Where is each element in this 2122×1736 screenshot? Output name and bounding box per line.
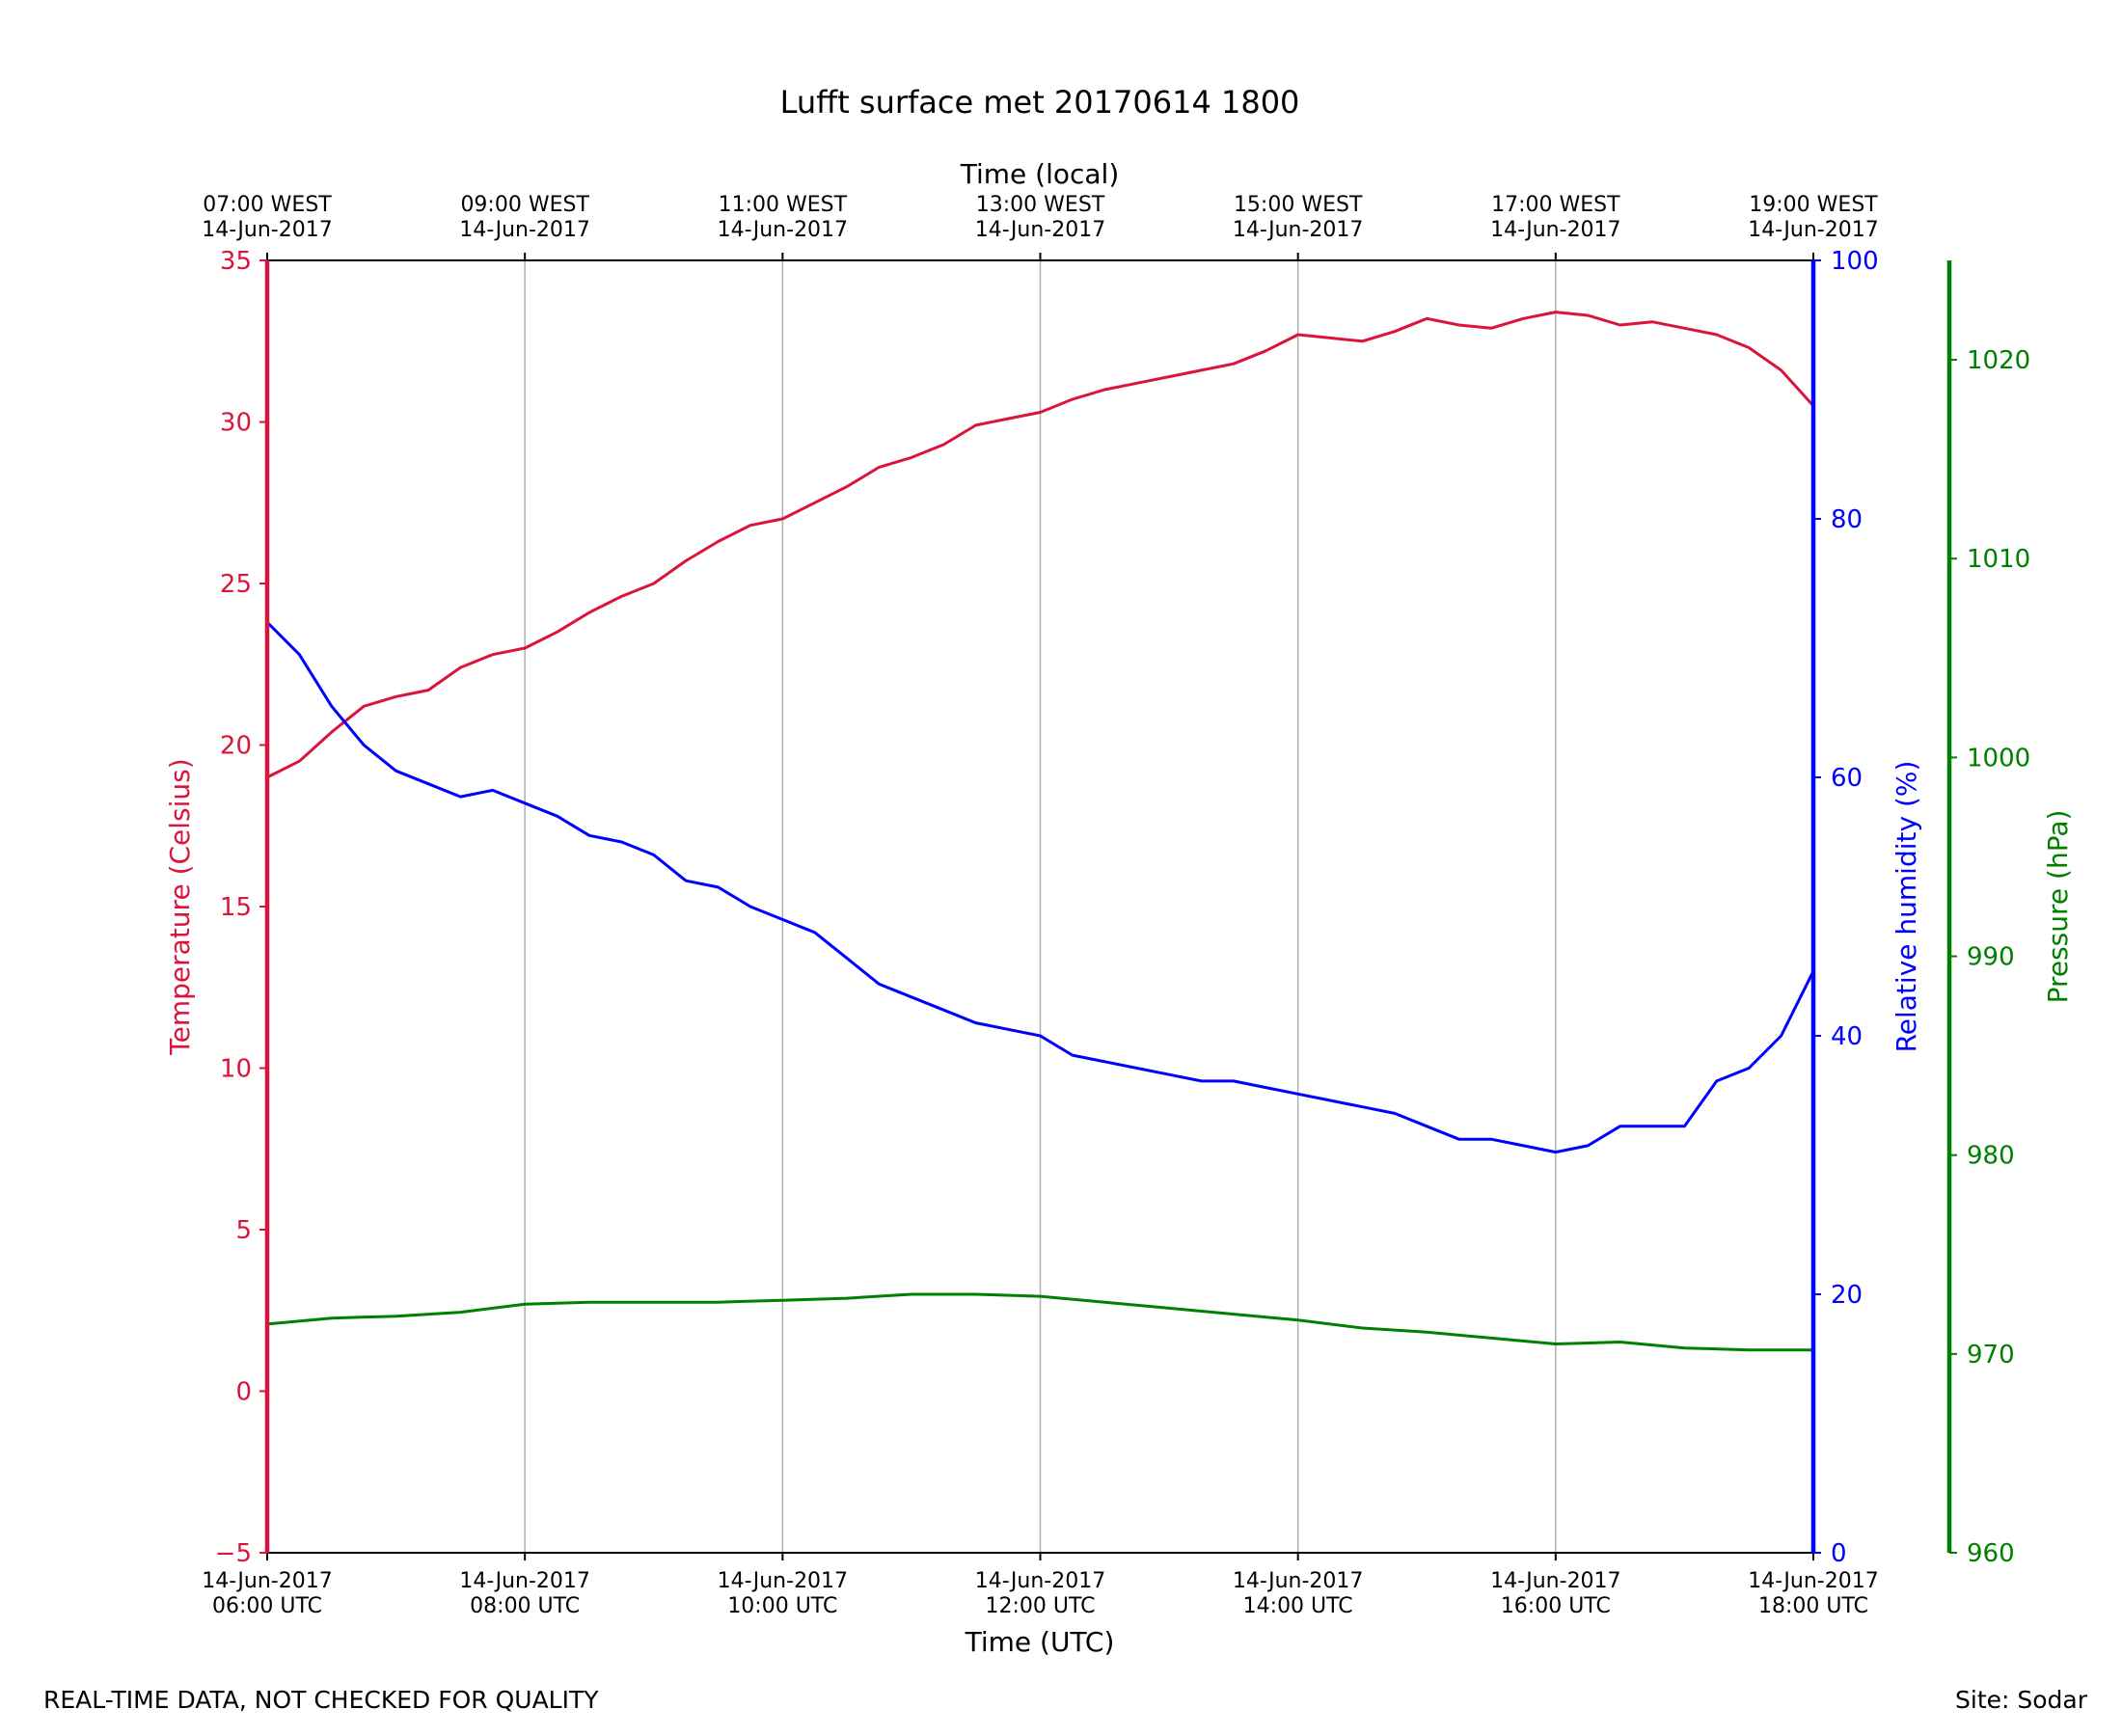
temperature-tick-label: 20 [220, 732, 252, 761]
humidity-tick-label: 0 [1831, 1539, 1847, 1568]
pressure-axis-label: Pressure (hPa) [2042, 810, 2074, 1004]
chart-title: Lufft surface met 20170614 1800 [780, 84, 1300, 121]
grid-lines [524, 260, 1557, 1553]
humidity-tick-label: 20 [1831, 1281, 1863, 1310]
x-tick-label: 14-Jun-2017 [459, 1569, 589, 1593]
data-quality-note: REAL-TIME DATA, NOT CHECKED FOR QUALITY [43, 1686, 599, 1714]
x-tick-label: 14:00 UTC [1243, 1594, 1353, 1618]
x2-tick-label: 14-Jun-2017 [1490, 218, 1620, 242]
humidity-tick-label: 60 [1831, 764, 1863, 793]
x2-tick-label: 09:00 WEST [460, 193, 589, 217]
humidity-tick-label: 100 [1831, 247, 1879, 276]
x2-tick-label: 14-Jun-2017 [975, 218, 1105, 242]
x2-tick-label: 14-Jun-2017 [718, 218, 848, 242]
pressure-tick-label: 990 [1967, 943, 2015, 972]
series-line-pressure [266, 1292, 1813, 1352]
x2-tick-label: 14-Jun-2017 [459, 218, 589, 242]
pressure-tick-label: 970 [1967, 1341, 2015, 1370]
temperature-tick-label: 25 [220, 570, 252, 599]
x-tick-label: 14-Jun-2017 [975, 1569, 1105, 1593]
x2-tick-label: 17:00 WEST [1491, 193, 1620, 217]
temperature-tick-label: 35 [220, 247, 252, 276]
pressure-tick-label: 1010 [1967, 545, 2030, 574]
x2-tick-label: 15:00 WEST [1234, 193, 1363, 217]
site-label: Site: Sodar [1955, 1686, 2087, 1714]
temperature-tick-label: 5 [235, 1216, 252, 1245]
pressure-tick-label: 1020 [1967, 346, 2030, 375]
temperature-axis-label: Temperature (Celsius) [164, 758, 196, 1055]
series-layer [265, 311, 1815, 1352]
x2-tick-label: 07:00 WEST [203, 193, 332, 217]
temperature-tick-label: 15 [220, 893, 252, 922]
x-tick-label: 14-Jun-2017 [202, 1569, 332, 1593]
x2-tick-label: 14-Jun-2017 [1748, 218, 1878, 242]
pressure-tick-label: 980 [1967, 1142, 2015, 1171]
x2-tick-label: 11:00 WEST [719, 193, 848, 217]
pressure-tick-label: 960 [1967, 1539, 2015, 1568]
humidity-axis-label: Relative humidity (%) [1891, 761, 1922, 1053]
x2-tick-label: 13:00 WEST [976, 193, 1105, 217]
x-tick-label: 08:00 UTC [470, 1594, 580, 1618]
series-line-humidity [265, 621, 1815, 1154]
x2-tick-label: 19:00 WEST [1749, 193, 1878, 217]
series-line-temperature [266, 311, 1815, 779]
x-tick-label: 16:00 UTC [1501, 1594, 1611, 1618]
x-tick-label: 12:00 UTC [985, 1594, 1095, 1618]
x-tick-label: 18:00 UTC [1758, 1594, 1868, 1618]
x-tick-label: 14-Jun-2017 [718, 1569, 848, 1593]
humidity-tick-label: 80 [1831, 505, 1863, 534]
temperature-tick-label: −5 [215, 1539, 252, 1568]
x2-tick-label: 14-Jun-2017 [202, 218, 332, 242]
x-tick-label: 06:00 UTC [212, 1594, 322, 1618]
pressure-tick-label: 1000 [1967, 744, 2030, 773]
temperature-tick-label: 10 [220, 1055, 252, 1084]
temperature-tick-label: 0 [235, 1378, 252, 1407]
x-tick-label: 14-Jun-2017 [1748, 1569, 1878, 1593]
humidity-tick-label: 40 [1831, 1022, 1863, 1051]
x-tick-label: 10:00 UTC [727, 1594, 837, 1618]
x-axis-top-label: Time (local) [960, 158, 1120, 190]
x-axis-label: Time (UTC) [965, 1626, 1115, 1658]
temperature-tick-label: 30 [220, 409, 252, 438]
x-tick-label: 14-Jun-2017 [1490, 1569, 1620, 1593]
x-tick-label: 14-Jun-2017 [1233, 1569, 1363, 1593]
x2-tick-label: 14-Jun-2017 [1233, 218, 1363, 242]
